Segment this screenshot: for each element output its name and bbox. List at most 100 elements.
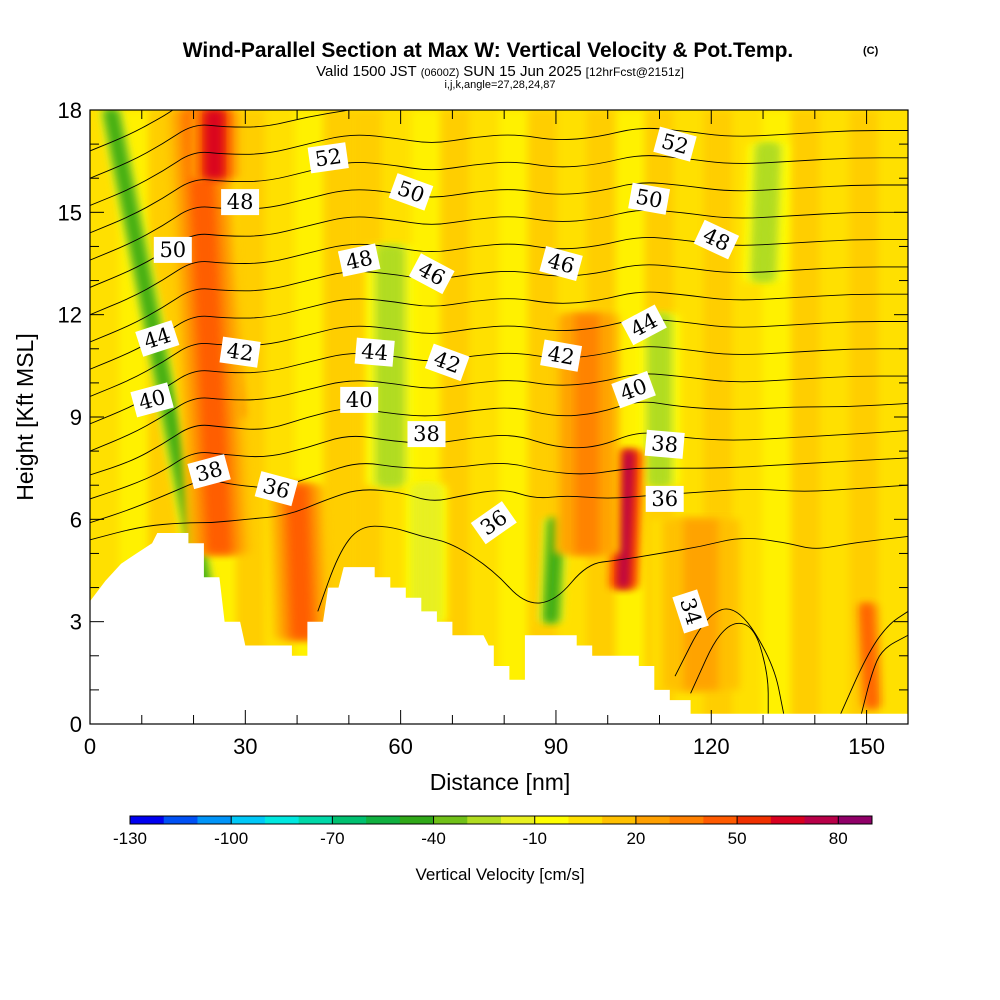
background-stripe: [469, 110, 500, 724]
contour-label-box: [340, 386, 379, 413]
colorbar-tick-label: 80: [829, 829, 848, 848]
isentrope-42: [90, 291, 908, 370]
contour-label-box: [424, 343, 470, 382]
colorbar-swatch: [298, 816, 333, 824]
contour-label-box: [644, 429, 685, 459]
contour-label-box: [135, 320, 180, 357]
contour-label: 42: [540, 339, 583, 372]
isentrope-35: [90, 484, 908, 541]
y-tick-label: 18: [58, 98, 82, 123]
isentrope-39: [90, 373, 908, 452]
colorbar-tick-label: -70: [320, 829, 345, 848]
contour-label-box: [153, 236, 192, 263]
isentrope-46: [90, 182, 908, 261]
colorbar-swatch: [399, 816, 435, 824]
isentrope-38: [90, 401, 908, 476]
colorbar-swatch: [197, 816, 232, 824]
contour-label: 44: [354, 337, 395, 367]
contour-label-box: [672, 589, 709, 634]
colorbar-swatch: [163, 816, 198, 824]
colorbar-swatch: [737, 816, 772, 824]
y-tick-label: 0: [70, 712, 82, 737]
contour-label-text: 50: [634, 185, 664, 213]
colorbar-tick-label: -130: [113, 829, 147, 848]
isentrope-41: [90, 318, 908, 397]
chart-title: Wind-Parallel Section at Max W: Vertical…: [183, 39, 794, 62]
terrain-mask: [90, 533, 908, 724]
colorbar-swatch: [467, 816, 502, 824]
downdraft-plume: [755, 144, 776, 281]
isentrope-33: [674, 608, 785, 714]
contour-label-box: [219, 336, 261, 368]
contour-label-box: [187, 454, 231, 490]
contour-label-text: 50: [159, 238, 186, 262]
isentrope-49: [90, 110, 349, 179]
isentrope-48: [90, 127, 908, 206]
copyright-mark: (C): [863, 45, 879, 57]
contour-label-text: 38: [650, 431, 679, 457]
x-tick-label: 90: [544, 734, 568, 759]
colorbar-swatch: [838, 816, 873, 824]
contour-label-box: [621, 304, 667, 346]
isentrope-36: [90, 457, 908, 524]
contour-label: 52: [307, 142, 349, 174]
colorbar-swatch: [231, 816, 266, 824]
contour-label: 40: [340, 386, 379, 413]
valid-date: SUN 15 Jun 2025: [463, 63, 581, 80]
contour-label-box: [540, 339, 583, 372]
updraft-plume: [617, 451, 635, 588]
y-tick-label: 9: [70, 405, 82, 430]
contour-label-box: [539, 246, 583, 281]
contour-label-box: [337, 243, 381, 277]
colorbar-swatch: [433, 816, 468, 824]
contour-label-box: [628, 182, 671, 215]
contour-label-box: [470, 501, 517, 545]
colorbar-swatch: [669, 816, 704, 824]
colorbar-swatch: [501, 816, 536, 824]
contour-label: 48: [337, 243, 381, 277]
background-stripe: [820, 110, 851, 724]
colorbar-tick-label: -40: [421, 829, 446, 848]
x-tick-label: 60: [388, 734, 412, 759]
contour-label: 50: [628, 182, 671, 215]
y-tick-label: 3: [70, 610, 82, 635]
y-tick-label: 12: [58, 303, 82, 328]
updraft-plume: [287, 485, 313, 639]
colorbar: -130 -100 -70 -40 -10 20 50 80: [113, 815, 873, 848]
updraft-plume: [205, 110, 223, 179]
contour-label-text: 48: [227, 190, 254, 214]
contour-label: 38: [187, 454, 231, 490]
contour-label-text: 42: [225, 338, 255, 365]
contour-label-text: 44: [360, 339, 389, 365]
contour-label: 50: [388, 173, 434, 211]
contour-label-box: [130, 382, 174, 418]
contour-label-text: 36: [651, 487, 678, 511]
valid-time-line: Valid 1500 JST (0600Z) SUN 15 Jun 2025 [12h…: [316, 63, 684, 80]
colorbar-tick-label: -10: [522, 829, 547, 848]
forecast-info: [12hrFcst@2151z]: [586, 65, 684, 79]
contour-label-text: 40: [346, 388, 373, 412]
contour-label: 36: [645, 485, 684, 512]
contour-label-box: [408, 253, 455, 295]
isentrope-47: [90, 155, 908, 234]
contour-label-box: [307, 142, 349, 174]
colorbar-tick-label: 20: [626, 829, 645, 848]
contour-label-box: [221, 189, 260, 216]
contour-label-box: [254, 471, 299, 507]
colorbar-tick-label: -100: [214, 829, 248, 848]
contour-label: 52: [653, 126, 697, 162]
colorbar-swatch: [703, 816, 738, 824]
contour-label: 40: [130, 382, 174, 418]
valid-prefix: Valid 1500 JST: [316, 63, 417, 80]
contour-label: 38: [407, 421, 446, 448]
contour-label: 46: [539, 246, 583, 281]
updraft-plume: [862, 604, 876, 707]
contour-label: 42: [219, 336, 261, 368]
background-stripe: [791, 110, 822, 724]
colorbar-swatch: [770, 816, 806, 824]
contour-label-box: [407, 421, 446, 448]
colorbar-title: Vertical Velocity [cm/s]: [415, 865, 584, 884]
